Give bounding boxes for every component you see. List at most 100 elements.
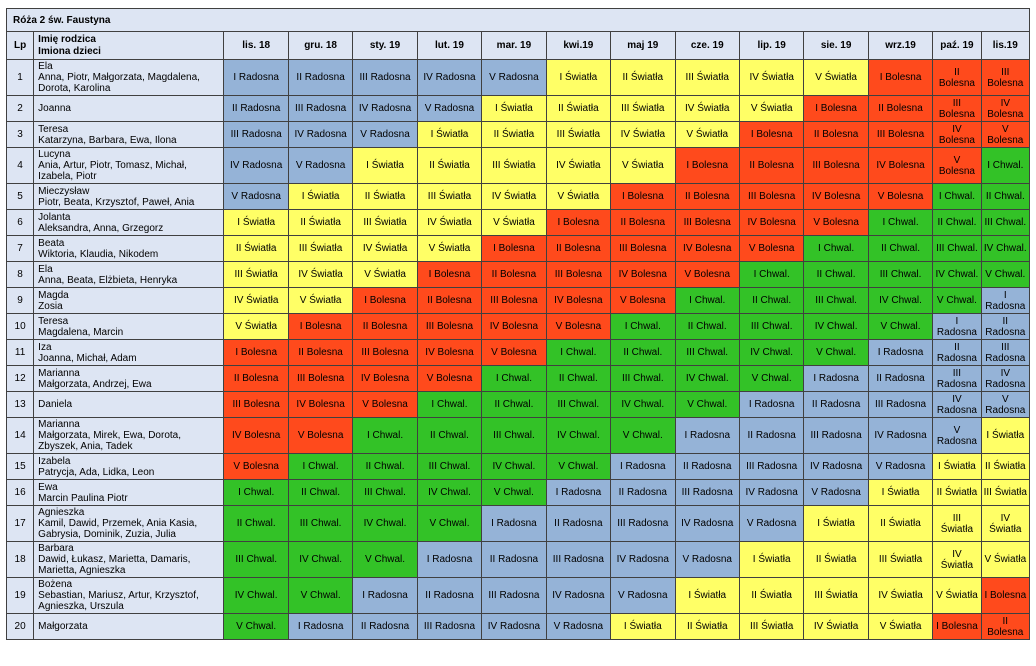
mystery-cell: II Bolesna	[674, 183, 740, 210]
parent-name: Barbara	[38, 543, 74, 554]
mystery-cell: V Chwal.	[545, 453, 612, 480]
mystery-cell: III Bolesna	[416, 313, 483, 340]
mystery-cell: I Światła	[416, 121, 483, 148]
family-names-cell: Ewa Marcin Paulina Piotr	[33, 479, 225, 506]
table-row: 19 Bożena Sebastian, Mariusz, Artur, Krzys…	[5, 577, 1031, 614]
mystery-cell: IV Radosna	[932, 391, 982, 418]
mystery-cell: I Bolesna	[352, 287, 418, 314]
mystery-cell: IV Radosna	[481, 613, 547, 640]
mystery-cell: III Światła	[287, 235, 354, 262]
mystery-cell: II Światła	[803, 541, 869, 578]
mystery-cell: V Radosna	[352, 121, 418, 148]
mystery-cell: IV Światła	[980, 505, 1031, 542]
mystery-cell: I Bolesna	[738, 121, 805, 148]
mystery-cell: III Światła	[610, 95, 676, 122]
mystery-cell: IV Światła	[803, 613, 869, 640]
table-row: 1 Ela Anna, Piotr, Małgorzata, Magdalena, …	[5, 59, 1031, 96]
children-names: Zosia	[38, 300, 63, 312]
month-header: kwi.19	[545, 31, 612, 60]
mystery-cell: III Chwal.	[674, 339, 740, 366]
row-number: 10	[5, 313, 35, 340]
mystery-cell: II Chwal.	[738, 287, 805, 314]
mystery-cell: V Bolesna	[610, 287, 676, 314]
table-row: 10 Teresa Magdalena, Marcin V Światła I Bole…	[5, 313, 1031, 340]
mystery-cell: I Światła	[481, 95, 547, 122]
parent-name: Daniela	[38, 399, 73, 410]
mystery-cell: V Radosna	[287, 147, 354, 184]
mystery-cell: III Radosna	[980, 339, 1031, 366]
row-number: 12	[5, 365, 35, 392]
parent-name: Ela	[38, 61, 53, 72]
mystery-cell: II Chwal.	[287, 479, 354, 506]
row-number: 2	[5, 95, 35, 122]
mystery-cell: III Chwal.	[287, 505, 354, 542]
mystery-cell: II Bolesna	[287, 339, 354, 366]
children-names: Magdalena, Marcin	[38, 326, 124, 338]
mystery-cell: V Światła	[738, 95, 805, 122]
mystery-cell: IV Światła	[481, 183, 547, 210]
mystery-cell: IV Bolesna	[416, 339, 483, 366]
mystery-cell: IV Bolesna	[287, 391, 354, 418]
row-number: 6	[5, 209, 35, 236]
mystery-cell: III Radosna	[803, 417, 869, 454]
mystery-cell: I Radosna	[352, 577, 418, 614]
table-row: 16 Ewa Marcin Paulina Piotr I Chwal. II Chwa…	[5, 479, 1031, 506]
mystery-cell: III Radosna	[287, 95, 354, 122]
mystery-cell: I Chwal.	[738, 261, 805, 288]
children-names: Ania, Artur, Piotr, Tomasz, Michał, Izab…	[38, 160, 187, 182]
mystery-cell: V Radosna	[867, 453, 934, 480]
mystery-cell: I Światła	[352, 147, 418, 184]
mystery-cell: V Bolesna	[803, 209, 869, 236]
mystery-cell: V Chwal.	[738, 365, 805, 392]
family-names-cell: Marianna Małgorzata, Mirek, Ewa, Dorota, …	[33, 417, 225, 454]
mystery-cell: IV Światła	[867, 577, 934, 614]
mystery-cell: II Chwal.	[980, 183, 1031, 210]
family-names-cell: Teresa Katarzyna, Barbara, Ewa, Ilona	[33, 121, 225, 148]
sheet-title: Róża 2 św. Faustyna	[6, 8, 1030, 32]
month-header: maj 19	[610, 31, 676, 60]
mystery-cell: III Radosna	[610, 505, 676, 542]
mystery-cell: I Radosna	[867, 339, 934, 366]
mystery-cell: V Bolesna	[738, 235, 805, 262]
mystery-cell: V Chwal.	[352, 541, 418, 578]
children-names: Anna, Beata, Elżbieta, Henryka	[38, 274, 178, 286]
row-number: 15	[5, 453, 35, 480]
mystery-cell: I Chwal.	[287, 453, 354, 480]
mystery-cell: III Chwal.	[610, 365, 676, 392]
mystery-cell: V Bolesna	[932, 147, 982, 184]
mystery-cell: I Światła	[674, 577, 740, 614]
mystery-cell: V Radosna	[932, 417, 982, 454]
mystery-cell: IV Bolesna	[223, 417, 289, 454]
mystery-cell: IV Bolesna	[674, 235, 740, 262]
mystery-cell: IV Światła	[674, 95, 740, 122]
schedule-table: Róża 2 św. Faustyna Lp Imię rodzica Imio…	[5, 8, 1031, 640]
mystery-cell: IV Radosna	[416, 59, 483, 96]
mystery-cell: I Bolesna	[545, 209, 612, 236]
mystery-cell: IV Radosna	[223, 147, 289, 184]
mystery-cell: III Radosna	[223, 121, 289, 148]
row-number: 16	[5, 479, 35, 506]
mystery-cell: III Bolesna	[287, 365, 354, 392]
mystery-cell: II Radosna	[738, 417, 805, 454]
mystery-cell: IV Bolesna	[932, 121, 982, 148]
family-names-cell: Izabela Patrycja, Ada, Lidka, Leon	[33, 453, 225, 480]
parent-name: Ela	[38, 263, 53, 275]
mystery-cell: III Światła	[980, 479, 1031, 506]
mystery-cell: IV Chwal.	[352, 505, 418, 542]
mystery-cell: V Światła	[287, 287, 354, 314]
mystery-cell: V Światła	[610, 147, 676, 184]
table-row: 3 Teresa Katarzyna, Barbara, Ewa, Ilona III…	[5, 121, 1031, 148]
parent-name: Jolanta	[38, 211, 71, 223]
mystery-cell: II Radosna	[674, 453, 740, 480]
row-number: 20	[5, 613, 35, 640]
parent-name: Agnieszka	[38, 507, 85, 518]
mystery-cell: V Bolesna	[481, 339, 547, 366]
mystery-cell: I Bolesna	[867, 59, 934, 96]
mystery-cell: I Światła	[738, 541, 805, 578]
mystery-cell: I Chwal.	[932, 183, 982, 210]
mystery-cell: I Światła	[610, 613, 676, 640]
family-names-cell: Ela Anna, Beata, Elżbieta, Henryka	[33, 261, 225, 288]
mystery-cell: I Chwal.	[481, 365, 547, 392]
mystery-cell: III Bolesna	[223, 391, 289, 418]
mystery-cell: I Chwal.	[545, 339, 612, 366]
